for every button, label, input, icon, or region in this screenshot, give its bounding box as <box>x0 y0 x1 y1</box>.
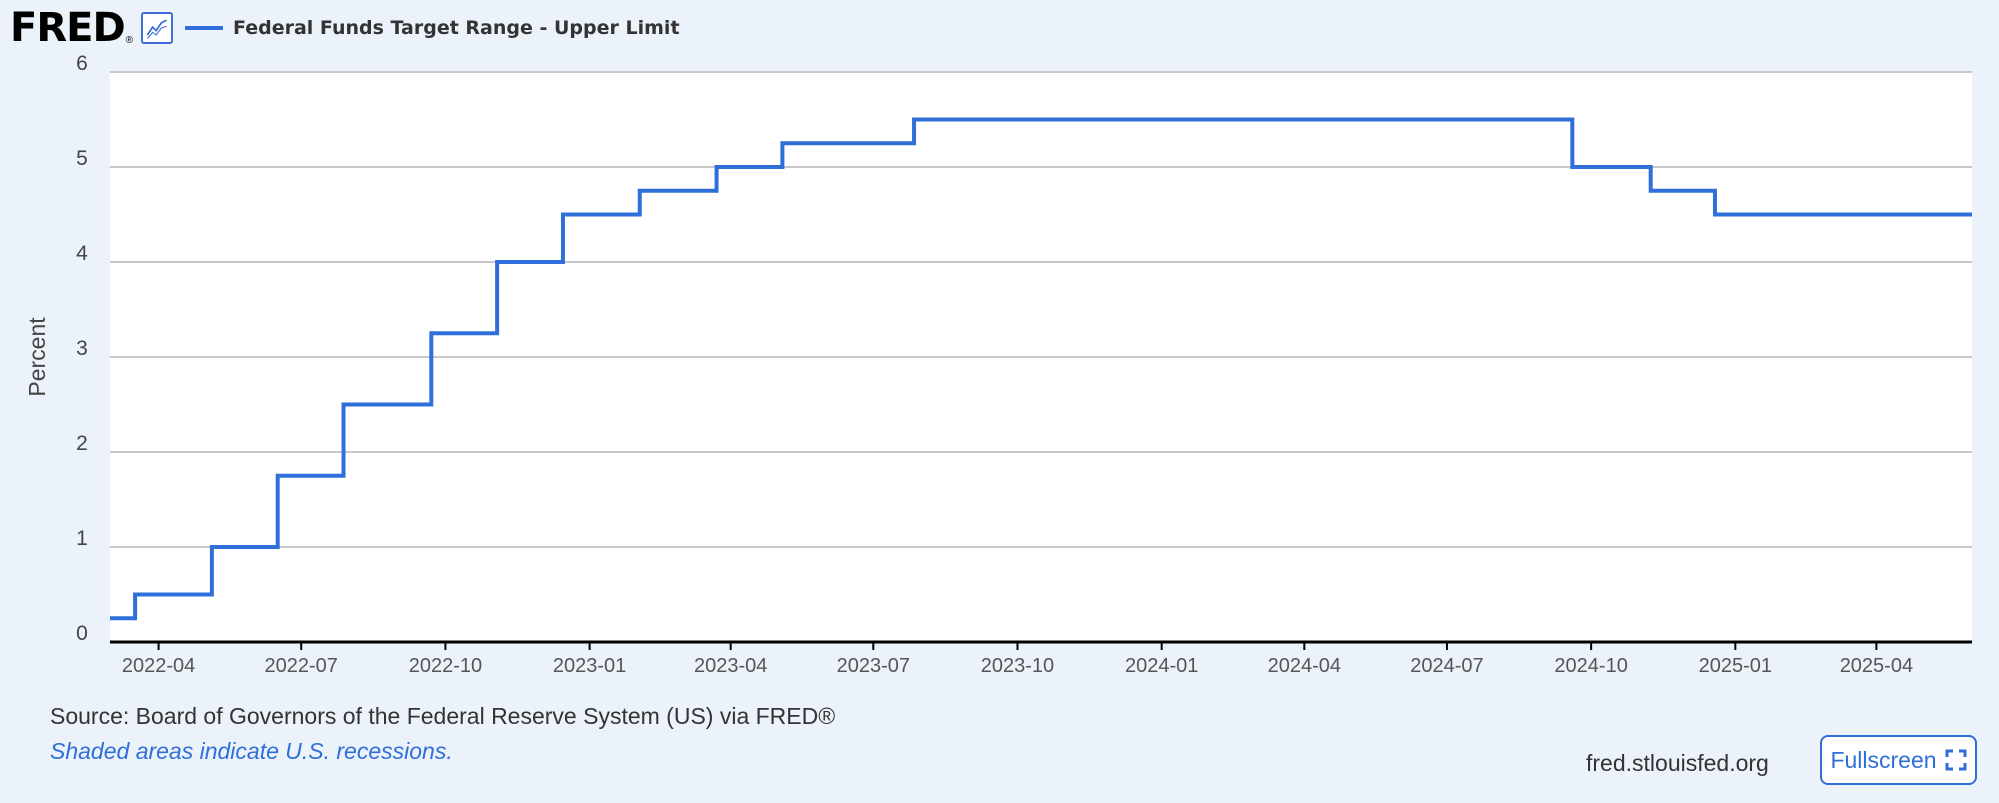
y-tick-label: 1 <box>76 527 88 550</box>
x-tick-label: 2023-10 <box>981 655 1054 677</box>
y-tick-label: 5 <box>76 147 88 170</box>
y-tick-label: 6 <box>76 52 88 75</box>
y-tick-label: 3 <box>76 337 88 360</box>
x-tick-label: 2022-10 <box>409 655 482 677</box>
legend-series-label: Federal Funds Target Range - Upper Limit <box>233 17 680 39</box>
line-graph-icon[interactable] <box>141 12 174 44</box>
x-tick-label: 2024-01 <box>1125 655 1198 677</box>
fullscreen-button[interactable]: Fullscreen <box>1820 735 1977 785</box>
y-tick-label: 4 <box>76 242 88 265</box>
chart-area: 0 1 2 3 4 5 6 2022-04 2022-07 2022-10 2023-01 2023… <box>24 52 1972 677</box>
x-tick-label: 2023-07 <box>837 655 910 677</box>
y-tick-label: 2 <box>76 432 88 455</box>
recession-note[interactable]: Shaded areas indicate U.S. recessions. <box>50 738 453 764</box>
x-tick-label: 2024-10 <box>1554 655 1627 677</box>
registered-mark: ® <box>125 34 134 46</box>
series-line <box>110 117 1972 621</box>
fullscreen-label: Fullscreen <box>1830 746 1937 773</box>
legend-swatch <box>185 26 224 30</box>
x-tick-label: 2025-04 <box>1840 655 1913 677</box>
site-url[interactable]: fred.stlouisfed.org <box>1586 750 1769 776</box>
y-tick-label: 0 <box>76 622 88 645</box>
x-axis-ticks: 2022-04 2022-07 2022-10 2023-01 2023-04 2023-… <box>122 642 1913 677</box>
x-tick-label: 2022-07 <box>265 655 338 677</box>
fullscreen-icon <box>1945 749 1967 771</box>
y-axis-label: Percent <box>24 317 50 397</box>
x-tick-label: 2022-04 <box>122 655 195 677</box>
x-tick-label: 2024-04 <box>1268 655 1341 677</box>
x-tick-label: 2025-01 <box>1699 655 1772 677</box>
x-tick-label: 2023-04 <box>694 655 767 677</box>
x-tick-label: 2023-01 <box>553 655 626 677</box>
y-axis-ticks: 0 1 2 3 4 5 6 <box>76 52 88 645</box>
source-text: Source: Board of Governors of the Federa… <box>50 703 836 729</box>
x-tick-label: 2024-07 <box>1410 655 1483 677</box>
gridlines <box>110 71 1972 548</box>
fred-logo[interactable]: FRED <box>10 5 126 51</box>
chart-header: FRED ® Federal Funds Target Range - Uppe… <box>10 6 680 50</box>
